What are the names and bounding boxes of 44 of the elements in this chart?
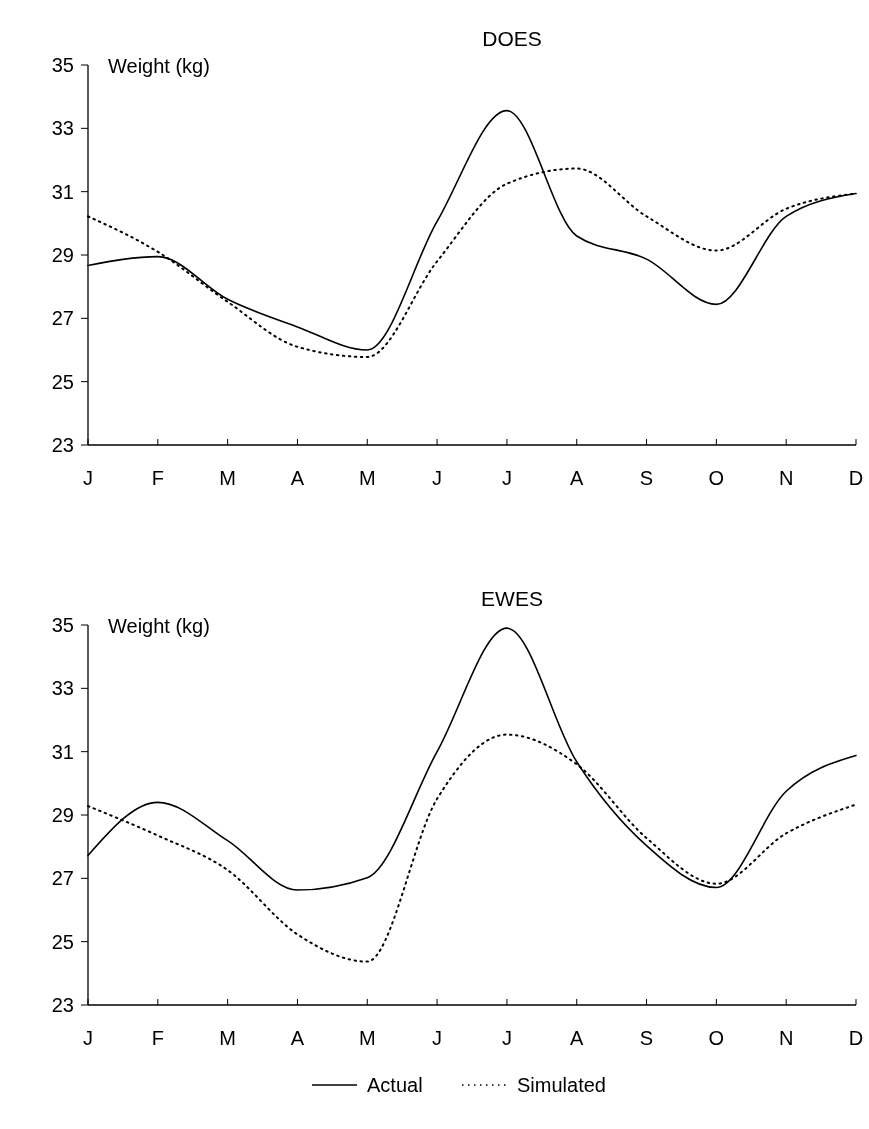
x-tick-label: J	[432, 1027, 443, 1049]
x-tick-label: F	[151, 1027, 164, 1049]
x-tick-label: F	[151, 467, 164, 489]
x-tick-label: A	[570, 1027, 585, 1049]
x-tick-label: O	[708, 467, 725, 489]
y-tick-label: 27	[51, 867, 74, 890]
x-tick-label: A	[290, 467, 305, 489]
x-tick-label: D	[848, 467, 864, 489]
chart-title: DOES	[482, 27, 542, 50]
x-tick-label: N	[778, 1027, 794, 1049]
y-tick-label: 29	[51, 244, 74, 266]
x-tick-label: J	[83, 1027, 93, 1049]
y-tick-label: 27	[51, 307, 74, 330]
y-axis-title: Weight (kg)	[108, 55, 210, 77]
y-tick-label: 31	[51, 180, 74, 203]
x-tick-label: J	[501, 467, 512, 489]
y-tick-label: 29	[51, 804, 74, 826]
x-tick-label: S	[639, 1027, 654, 1049]
y-tick-label: 33	[51, 677, 74, 700]
x-tick-label: J	[501, 1027, 512, 1049]
y-tick-label: 35	[51, 54, 74, 76]
x-tick-label: J	[432, 467, 443, 489]
x-tick-label: S	[639, 467, 654, 489]
y-tick-label: 23	[51, 994, 74, 1016]
legend-label: Simulated	[517, 1074, 606, 1096]
x-tick-label: M	[358, 1027, 376, 1049]
x-tick-label: M	[219, 467, 236, 489]
y-axis-title: Weight (kg)	[108, 615, 210, 637]
y-tick-label: 23	[51, 434, 74, 456]
y-tick-label: 25	[51, 370, 74, 393]
x-tick-label: A	[290, 1027, 305, 1049]
x-tick-label: J	[83, 467, 93, 489]
y-tick-label: 35	[51, 614, 74, 636]
x-tick-label: A	[570, 467, 585, 489]
legend-label: Actual	[367, 1074, 423, 1096]
x-tick-label: D	[848, 1027, 864, 1049]
y-tick-label: 33	[51, 117, 74, 140]
x-tick-label: N	[778, 467, 794, 489]
x-tick-label: O	[708, 1027, 725, 1049]
x-tick-label: M	[219, 1027, 236, 1049]
y-tick-label: 31	[51, 740, 74, 763]
chart-title: EWES	[481, 587, 543, 610]
y-tick-label: 25	[51, 930, 74, 953]
x-tick-label: M	[358, 467, 376, 489]
